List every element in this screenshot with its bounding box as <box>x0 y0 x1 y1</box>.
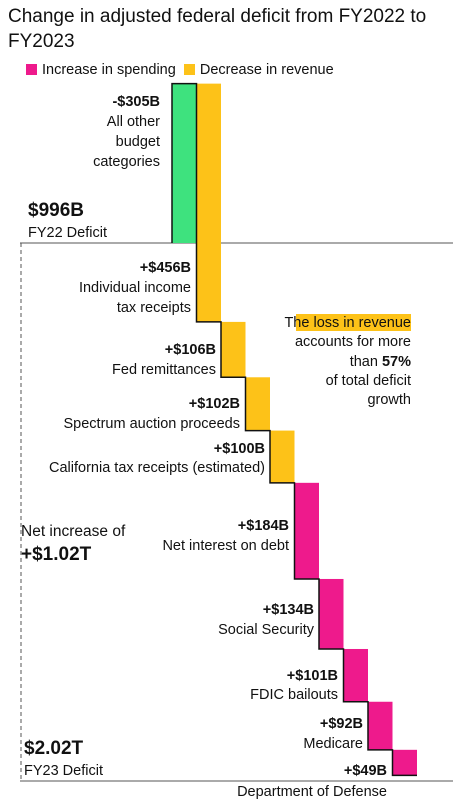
bar-individual-income-tax-receipts <box>196 83 221 322</box>
value-label-california: +$100B <box>214 441 265 457</box>
bar-fed-remittances <box>221 321 246 378</box>
start-value-label: $996B <box>28 200 84 221</box>
category-label-other-3: categories <box>93 154 160 170</box>
category-label-california: California tax receipts (estimated) <box>49 460 265 476</box>
value-label-other: -$305B <box>112 94 160 110</box>
value-label-fed-remittances: +$106B <box>165 342 216 358</box>
category-label-defense: Department of Defense <box>237 784 387 800</box>
bar-all-other-budget-categories <box>172 83 197 243</box>
category-label-other-2: budget <box>116 134 160 150</box>
bar-net-interest-on-debt <box>294 482 319 579</box>
legend: Increase in spending Decrease in revenue <box>26 62 338 78</box>
value-label-defense: +$49B <box>344 763 387 779</box>
bar-department-of-defense <box>392 749 417 776</box>
net-increase-text: Net increase of <box>21 523 126 540</box>
category-label-fed-remittances: Fed remittances <box>112 362 216 378</box>
annotation-line-2: accounts for more <box>295 334 411 350</box>
end-value-label: $2.02T <box>24 738 84 759</box>
legend-swatch-spending <box>26 64 37 75</box>
value-label-income-tax: +$456B <box>140 260 191 276</box>
start-name-label: FY22 Deficit <box>28 225 107 241</box>
end-name-label: FY23 Deficit <box>24 763 103 779</box>
net-increase-value: +$1.02T <box>21 544 92 565</box>
annotation-line-5: growth <box>367 392 411 408</box>
category-label-spectrum: Spectrum auction proceeds <box>63 416 240 432</box>
legend-item-revenue: Decrease in revenue <box>183 62 334 78</box>
annotation-line-4: of total deficit <box>326 373 411 389</box>
legend-label-revenue: Decrease in revenue <box>199 62 334 78</box>
category-label-net-interest: Net interest on debt <box>162 538 289 554</box>
category-label-other-1: All other <box>107 114 160 130</box>
category-label-social-security: Social Security <box>218 622 315 638</box>
category-label-income-tax-1: Individual income <box>79 280 191 296</box>
bar-fdic-bailouts <box>343 648 368 702</box>
value-label-medicare: +$92B <box>320 716 363 732</box>
bar-social-security <box>319 578 344 649</box>
legend-swatch-revenue <box>183 64 195 75</box>
legend-item-spending: Increase in spending <box>26 62 176 78</box>
legend-label-spending: Increase in spending <box>42 62 176 78</box>
value-label-net-interest: +$184B <box>238 518 289 534</box>
value-label-fdic: +$101B <box>287 668 338 684</box>
annotation-line-3: than 57% <box>350 354 411 370</box>
category-label-fdic: FDIC bailouts <box>250 687 338 703</box>
chart-title: Change in adjusted federal deficit from … <box>8 6 427 52</box>
value-label-spectrum: +$102B <box>189 396 240 412</box>
value-label-social-security: +$134B <box>263 602 314 618</box>
bar-medicare <box>368 701 393 750</box>
category-label-income-tax-2: tax receipts <box>117 300 191 316</box>
bar-spectrum-auction-proceeds <box>245 377 270 431</box>
annotation-highlight <box>296 314 411 331</box>
step-outline <box>171 82 417 777</box>
bar-california-tax-receipts-estimated- <box>270 430 295 483</box>
annotation-line-1: The loss in revenue <box>284 315 411 331</box>
category-label-medicare: Medicare <box>303 736 363 752</box>
